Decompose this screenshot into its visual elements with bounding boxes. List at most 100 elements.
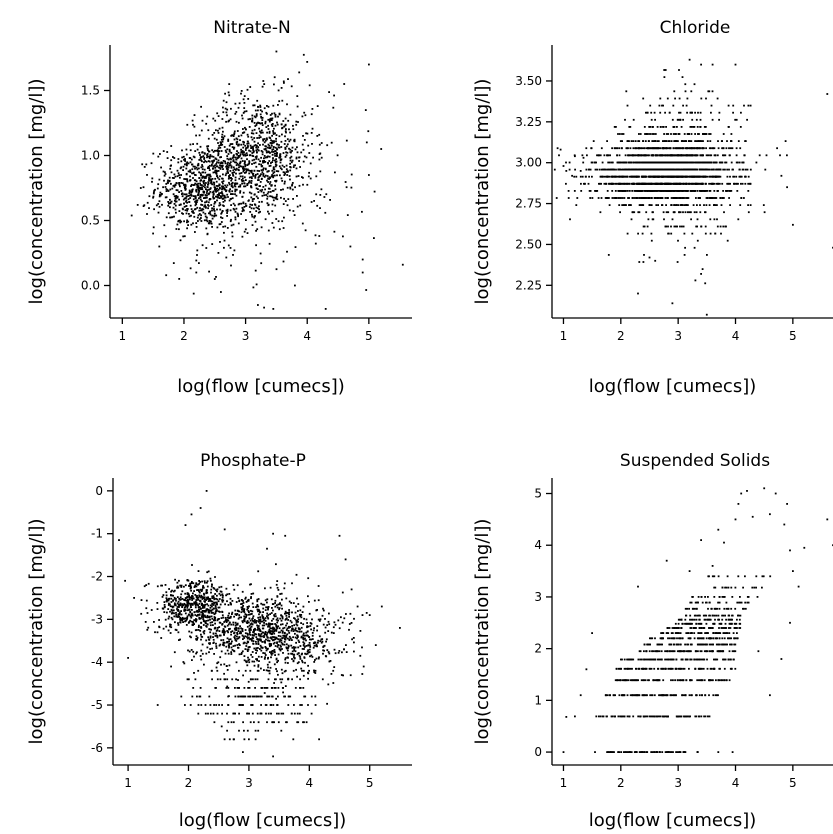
data-point xyxy=(246,599,249,602)
data-point xyxy=(211,178,214,180)
data-point xyxy=(250,136,253,139)
data-point xyxy=(706,190,708,192)
data-point xyxy=(186,609,189,612)
data-point xyxy=(758,154,761,157)
data-point xyxy=(197,220,199,222)
data-point xyxy=(184,612,187,615)
data-point xyxy=(711,175,714,178)
data-point xyxy=(698,175,701,178)
data-point xyxy=(271,623,274,625)
data-point xyxy=(232,645,235,647)
data-point xyxy=(702,161,704,164)
data-point xyxy=(296,205,299,208)
data-point xyxy=(217,147,220,149)
data-point xyxy=(628,161,631,164)
data-point xyxy=(273,171,276,173)
data-point xyxy=(254,204,257,206)
data-point xyxy=(216,208,218,211)
data-point xyxy=(193,114,196,116)
data-point xyxy=(176,169,179,172)
data-point xyxy=(260,620,263,623)
data-point xyxy=(295,156,298,159)
data-point xyxy=(217,152,220,154)
data-point xyxy=(185,162,188,165)
data-point xyxy=(171,589,173,592)
data-point xyxy=(665,225,667,228)
data-point xyxy=(211,191,214,194)
y-tick-label: -6 xyxy=(91,741,103,755)
data-point xyxy=(653,190,656,192)
data-point xyxy=(667,232,670,235)
data-point xyxy=(196,168,199,171)
data-point xyxy=(261,122,263,124)
data-point xyxy=(669,182,672,185)
data-point xyxy=(217,153,220,155)
data-point xyxy=(272,133,275,135)
data-point xyxy=(200,220,203,222)
data-point xyxy=(239,175,242,178)
data-point xyxy=(185,624,188,626)
data-point xyxy=(215,195,217,198)
data-point xyxy=(292,128,295,131)
data-point xyxy=(226,616,229,619)
data-point xyxy=(214,622,216,625)
data-point xyxy=(696,175,699,178)
data-point xyxy=(261,194,264,197)
data-point xyxy=(693,126,696,128)
data-point xyxy=(282,120,285,122)
data-point xyxy=(270,162,272,164)
data-point xyxy=(157,203,160,205)
data-point xyxy=(259,136,262,139)
data-point xyxy=(710,111,712,114)
data-point xyxy=(189,171,192,173)
data-point xyxy=(208,597,211,600)
data-point xyxy=(185,199,188,202)
data-point xyxy=(639,204,642,206)
data-point xyxy=(215,597,217,600)
data-point xyxy=(218,166,220,169)
data-point xyxy=(248,199,250,202)
data-point xyxy=(253,144,256,147)
data-point xyxy=(186,615,189,618)
data-point xyxy=(202,185,205,188)
data-point xyxy=(176,596,179,598)
data-point xyxy=(673,140,676,142)
data-point xyxy=(283,143,286,145)
data-point xyxy=(663,182,666,185)
data-point xyxy=(641,154,644,157)
data-point xyxy=(680,175,683,178)
data-point xyxy=(613,197,615,199)
data-point xyxy=(275,195,278,198)
data-point xyxy=(226,170,229,173)
data-point xyxy=(273,614,275,616)
data-point xyxy=(588,168,590,171)
data-point xyxy=(156,585,159,588)
data-point xyxy=(671,218,674,221)
data-point xyxy=(245,152,248,155)
data-point xyxy=(680,140,683,142)
data-point xyxy=(683,204,685,206)
data-point xyxy=(196,184,199,187)
data-point xyxy=(198,591,201,594)
data-point xyxy=(649,182,652,185)
data-point xyxy=(651,126,654,128)
data-point xyxy=(232,174,235,177)
data-point xyxy=(259,104,262,107)
data-point xyxy=(192,195,195,197)
data-point xyxy=(234,204,236,207)
data-point xyxy=(264,161,267,163)
data-point xyxy=(683,182,686,185)
data-point xyxy=(711,90,714,93)
data-point xyxy=(295,157,298,160)
data-point xyxy=(685,197,688,199)
data-point xyxy=(687,197,690,199)
data-point xyxy=(234,637,236,640)
data-point xyxy=(218,618,220,620)
data-point xyxy=(595,161,597,164)
data-point xyxy=(194,604,197,607)
data-point xyxy=(704,161,706,164)
data-point xyxy=(628,182,631,185)
data-point xyxy=(235,143,238,146)
data-point xyxy=(268,132,271,134)
data-point xyxy=(684,90,687,93)
